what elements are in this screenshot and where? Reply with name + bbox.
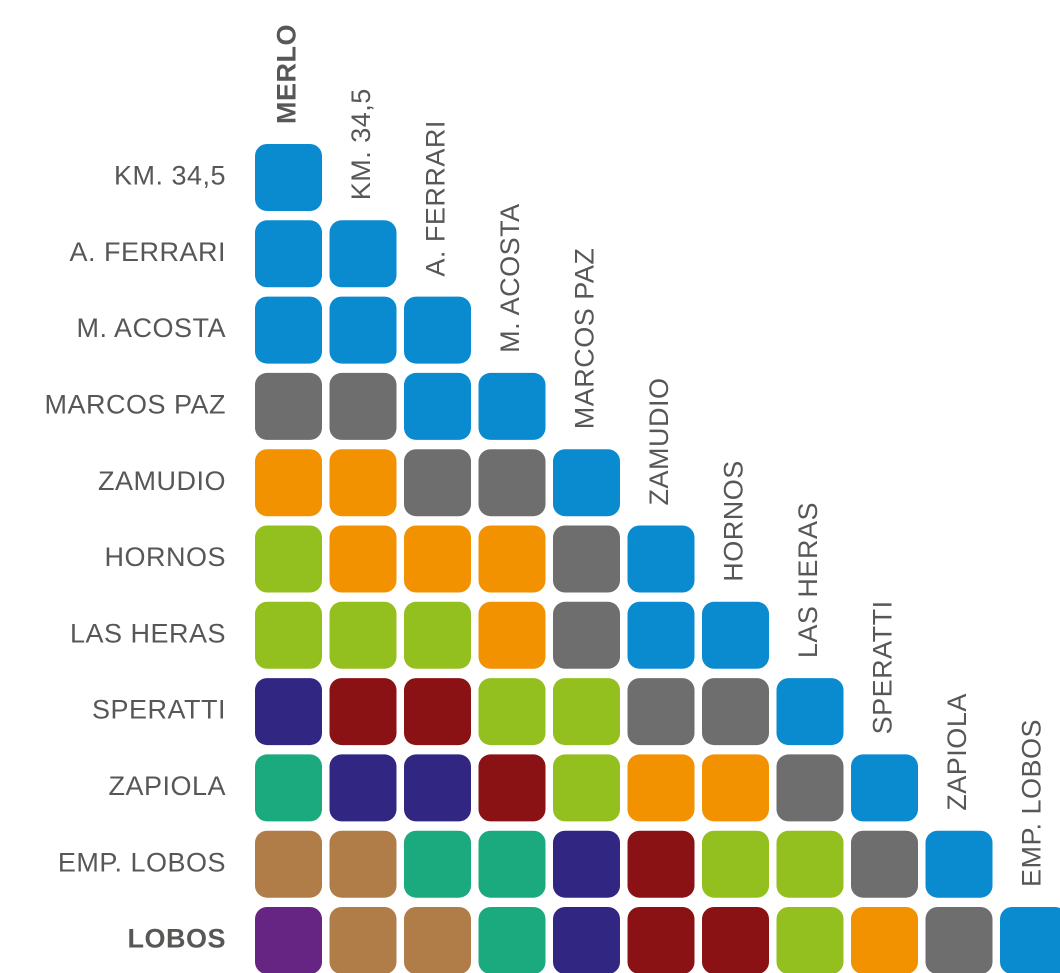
fare-cell bbox=[255, 907, 322, 973]
row-label: KM. 34,5 bbox=[114, 161, 226, 191]
fare-cell bbox=[255, 372, 322, 440]
fare-cell bbox=[404, 296, 471, 364]
fare-cell bbox=[329, 372, 397, 440]
row-label: LOBOS bbox=[127, 924, 226, 954]
fare-cell bbox=[478, 525, 546, 593]
fare-cell bbox=[776, 830, 844, 898]
fare-cell bbox=[478, 678, 546, 746]
fare-cell bbox=[329, 449, 397, 517]
fare-cell bbox=[478, 449, 546, 517]
fare-cell bbox=[553, 678, 620, 746]
fare-cell bbox=[478, 830, 546, 898]
fare-cell bbox=[404, 830, 471, 898]
fare-cell bbox=[627, 601, 695, 669]
fare-cell bbox=[478, 372, 546, 440]
fare-cell bbox=[404, 678, 471, 746]
row-label: ZAPIOLA bbox=[108, 771, 226, 801]
fare-cell bbox=[404, 754, 471, 822]
fare-cell bbox=[255, 754, 322, 822]
fare-cell bbox=[329, 296, 397, 364]
fare-cell bbox=[627, 754, 695, 822]
fare-cell bbox=[776, 678, 844, 746]
column-label: LAS HERAS bbox=[793, 502, 823, 658]
fare-cell bbox=[478, 754, 546, 822]
fare-cell bbox=[702, 830, 769, 898]
fare-cell bbox=[851, 907, 918, 973]
fare-cell bbox=[329, 830, 397, 898]
row-label: SPERATTI bbox=[92, 695, 226, 725]
fare-cell bbox=[329, 678, 397, 746]
fare-cell bbox=[404, 449, 471, 517]
fare-cell bbox=[255, 601, 322, 669]
column-label: EMP. LOBOS bbox=[1017, 719, 1047, 887]
fare-cell bbox=[404, 601, 471, 669]
fare-cell bbox=[329, 220, 397, 288]
fare-cell bbox=[553, 907, 620, 973]
fare-cell bbox=[553, 449, 620, 517]
fare-cell bbox=[329, 754, 397, 822]
fare-cell bbox=[925, 830, 993, 898]
column-label: ZAPIOLA bbox=[942, 693, 972, 811]
fare-cell bbox=[851, 830, 918, 898]
fare-cell bbox=[404, 525, 471, 593]
column-label: M. ACOSTA bbox=[495, 203, 525, 353]
column-label: HORNOS bbox=[719, 460, 749, 582]
fare-cell bbox=[553, 601, 620, 669]
column-label: MARCOS PAZ bbox=[570, 248, 600, 430]
fare-cell bbox=[925, 907, 993, 973]
fare-cell bbox=[404, 372, 471, 440]
fare-cell bbox=[553, 525, 620, 593]
fare-cell bbox=[553, 754, 620, 822]
row-label: M. ACOSTA bbox=[76, 313, 226, 343]
fare-cell bbox=[255, 830, 322, 898]
fare-cell bbox=[255, 144, 322, 211]
fare-cell bbox=[329, 601, 397, 669]
fare-cell bbox=[255, 220, 322, 288]
fare-cell bbox=[702, 678, 769, 746]
fare-cell bbox=[478, 601, 546, 669]
fare-cell bbox=[776, 907, 844, 973]
row-label: A. FERRARI bbox=[69, 237, 226, 267]
fare-cell bbox=[702, 907, 769, 973]
fare-cell bbox=[702, 754, 769, 822]
fare-cell bbox=[553, 830, 620, 898]
row-label: MARCOS PAZ bbox=[44, 390, 226, 420]
row-label: EMP. LOBOS bbox=[58, 847, 226, 877]
fare-cell bbox=[255, 296, 322, 364]
fare-cell bbox=[702, 601, 769, 669]
column-label: MERLO bbox=[272, 24, 302, 124]
column-label: ZAMUDIO bbox=[644, 378, 674, 506]
fare-cell bbox=[478, 907, 546, 973]
fare-cell bbox=[255, 449, 322, 517]
fare-cell bbox=[329, 525, 397, 593]
fare-cell bbox=[1000, 907, 1060, 973]
fare-cell bbox=[627, 525, 695, 593]
fare-cell bbox=[329, 907, 397, 973]
row-label: LAS HERAS bbox=[70, 618, 226, 648]
fare-cell bbox=[255, 678, 322, 746]
column-label: A. FERRARI bbox=[421, 120, 451, 277]
fare-cell bbox=[627, 830, 695, 898]
row-label: HORNOS bbox=[104, 542, 226, 572]
column-label: SPERATTI bbox=[868, 600, 898, 734]
row-label: ZAMUDIO bbox=[98, 466, 226, 496]
fare-cell bbox=[255, 525, 322, 593]
column-label: KM. 34,5 bbox=[346, 88, 376, 200]
fare-cell bbox=[404, 907, 471, 973]
fare-cell bbox=[627, 907, 695, 973]
fare-cell bbox=[627, 678, 695, 746]
fare-cell bbox=[851, 754, 918, 822]
fare-cell bbox=[776, 754, 844, 822]
